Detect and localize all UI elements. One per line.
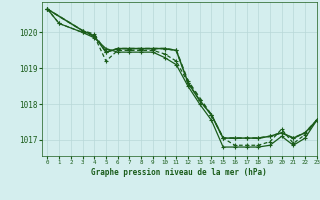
- X-axis label: Graphe pression niveau de la mer (hPa): Graphe pression niveau de la mer (hPa): [91, 168, 267, 177]
